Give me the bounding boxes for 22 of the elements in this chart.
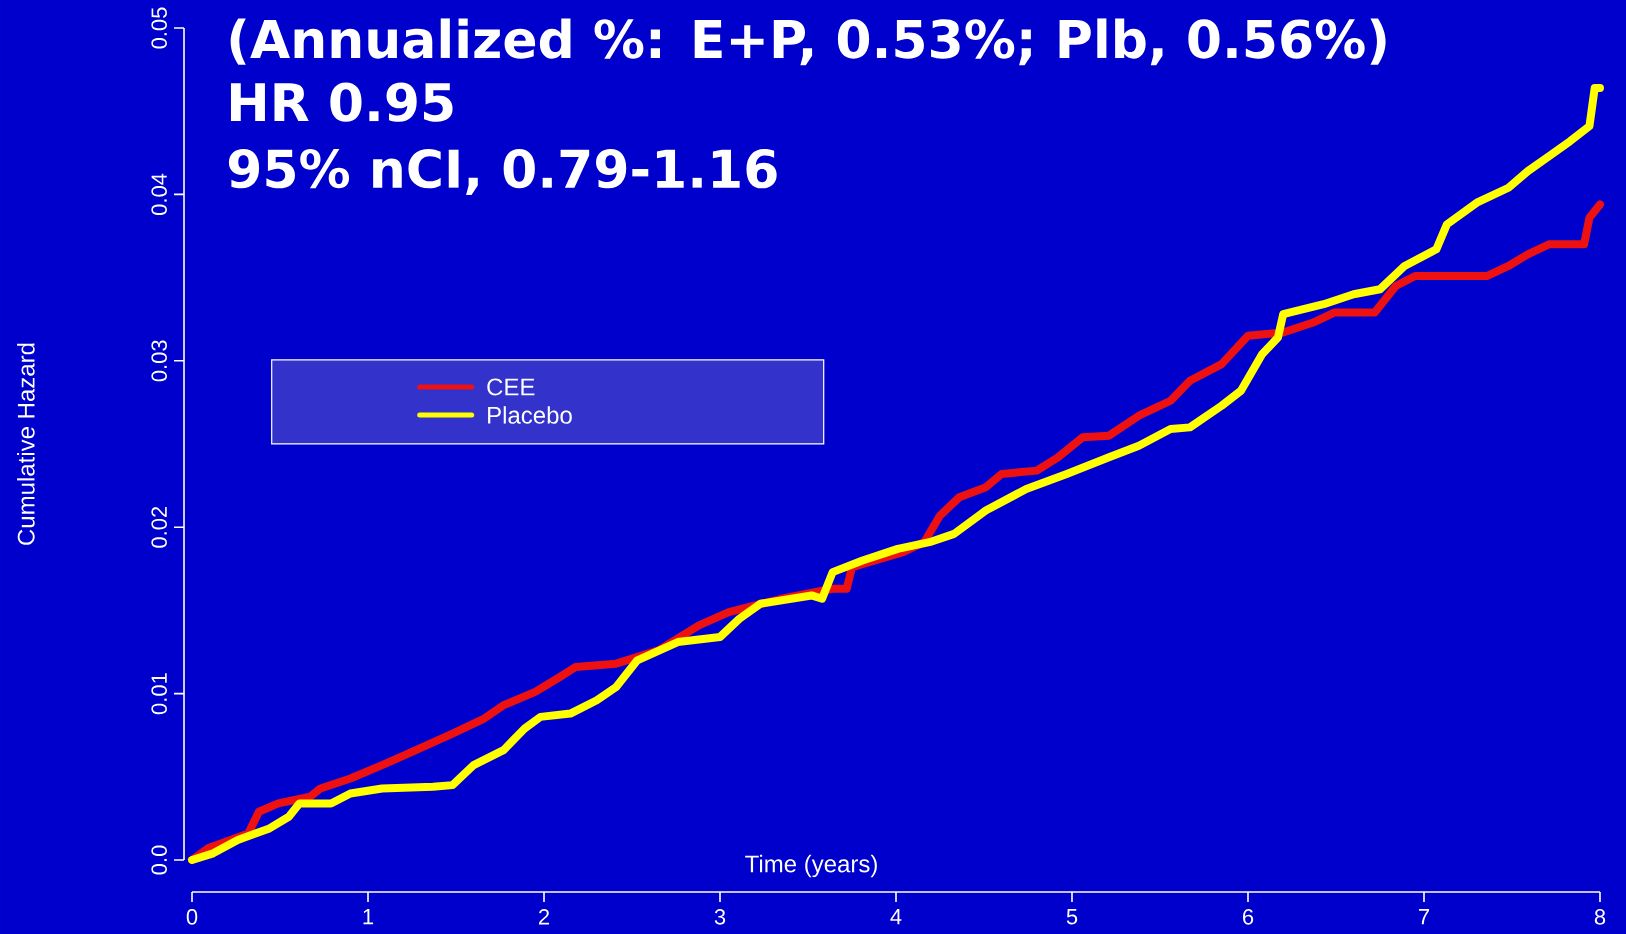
y-tick-label: 0.0 <box>151 845 167 875</box>
y-tick-label: 0.04 <box>151 173 167 215</box>
chart-title: (Annualized %: E+P, 0.53%; Plb, 0.56%) <box>230 18 1386 66</box>
y-tick-label: 0.02 <box>151 506 167 548</box>
x-tick-label: 5 <box>1066 909 1078 925</box>
annotation: 95% nCI, 0.79-1.16 <box>228 149 777 196</box>
y-tick-label: 0.03 <box>151 340 167 382</box>
x-tick-label: 7 <box>1419 909 1430 925</box>
x-tick-label: 3 <box>714 909 726 925</box>
y-axis-title: Cumulative Hazard <box>17 343 35 545</box>
y-tick-label: 0.05 <box>151 7 167 49</box>
x-tick-label: 1 <box>363 909 374 925</box>
legend-label: CEE <box>487 378 535 396</box>
x-tick-label: 2 <box>538 909 550 925</box>
x-tick-label: 6 <box>1243 909 1254 925</box>
annotation: HR 0.95 <box>230 82 453 122</box>
x-tick-label: 4 <box>890 909 902 925</box>
y-tick-label: 0.01 <box>151 673 167 715</box>
x-tick-label: 0 <box>186 909 198 925</box>
legend-label: Placebo <box>488 406 572 424</box>
x-axis-title: Time (years) <box>745 854 877 878</box>
x-tick-label: 8 <box>1594 909 1606 925</box>
